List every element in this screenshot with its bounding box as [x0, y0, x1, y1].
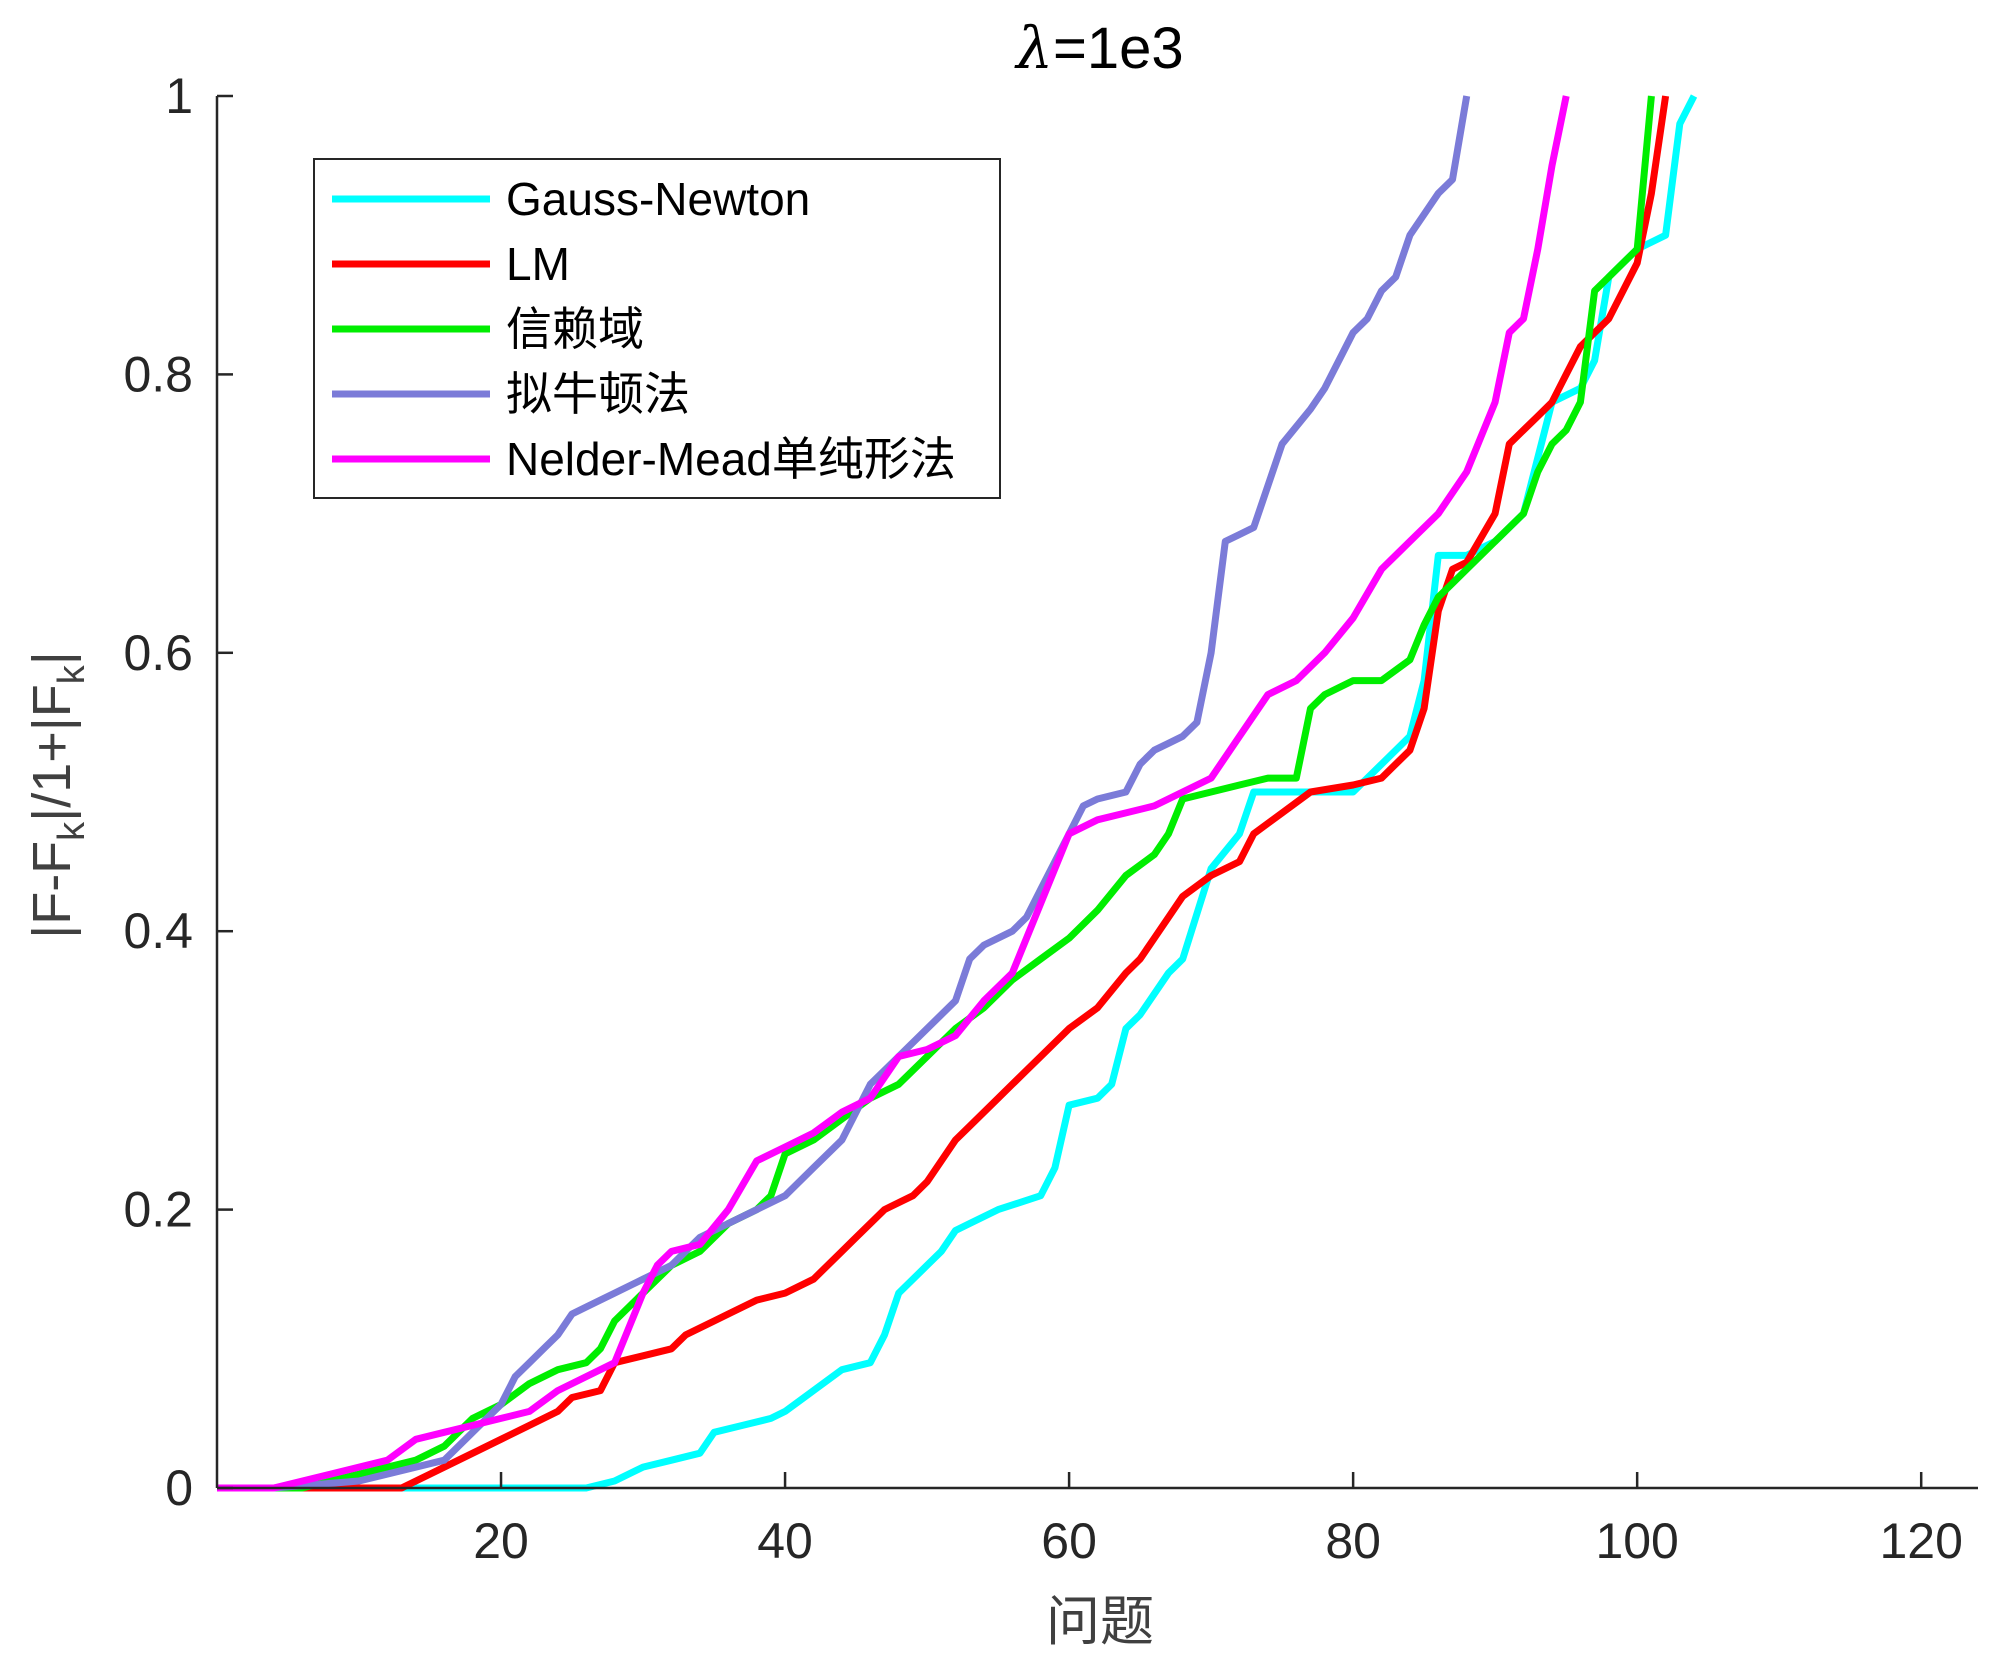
x-tick-labels: 20 40 60 80 100 120	[473, 1513, 1963, 1569]
series-quasi-newton	[217, 95, 1471, 1492]
x-tick-label: 40	[757, 1513, 813, 1569]
legend-label-nelder-mead: Nelder-Mead单纯形法	[506, 433, 956, 485]
title-text: =1e3	[1053, 16, 1184, 81]
y-tick-label: 0.8	[123, 346, 193, 402]
x-tick-label: 20	[473, 1513, 529, 1569]
legend-label-gauss-newton: Gauss-Newton	[506, 173, 810, 225]
axes	[215, 94, 1978, 1490]
legend-label-trust-region: 信赖域	[506, 303, 644, 355]
y-axis-label-subscript: k	[51, 821, 93, 841]
x-tick-label: 60	[1041, 1513, 1097, 1569]
y-tick-label: 0.4	[123, 903, 193, 959]
legend-label-quasi-newton: 拟牛顿法	[506, 368, 690, 420]
x-tick-label: 80	[1325, 1513, 1381, 1569]
y-axis-label: |F-Fk|/1+|Fk|	[22, 651, 93, 939]
x-axis-label: 问题	[1046, 1592, 1154, 1652]
y-axis-label-part: |F-F	[22, 841, 82, 939]
y-axis-label-part: |/1+|F	[22, 684, 82, 822]
y-tick-label: 1	[165, 68, 193, 124]
y-axis-label-subscript: k	[51, 664, 93, 684]
x-tick-label: 100	[1595, 1513, 1678, 1569]
series-lm	[217, 95, 1670, 1492]
y-tick-label: 0.6	[123, 625, 193, 681]
y-tick-label: 0	[165, 1460, 193, 1516]
y-tick-labels: 0 0.2 0.4 0.6 0.8 1	[123, 68, 193, 1516]
series-trust-region	[217, 95, 1655, 1492]
title-symbol: λ	[1014, 14, 1053, 82]
chart-title: λ=1e3	[1014, 14, 1183, 82]
series-nelder-mead	[217, 95, 1570, 1492]
y-axis-label-part: |	[22, 651, 82, 665]
x-tick-label: 120	[1879, 1513, 1962, 1569]
legend: Gauss-Newton LM 信赖域 拟牛顿法 Nelder-Mead单纯形法	[313, 158, 1001, 499]
legend-label-lm: LM	[506, 238, 570, 290]
y-tick-label: 0.2	[123, 1182, 193, 1238]
series-layer	[217, 94, 1698, 1492]
